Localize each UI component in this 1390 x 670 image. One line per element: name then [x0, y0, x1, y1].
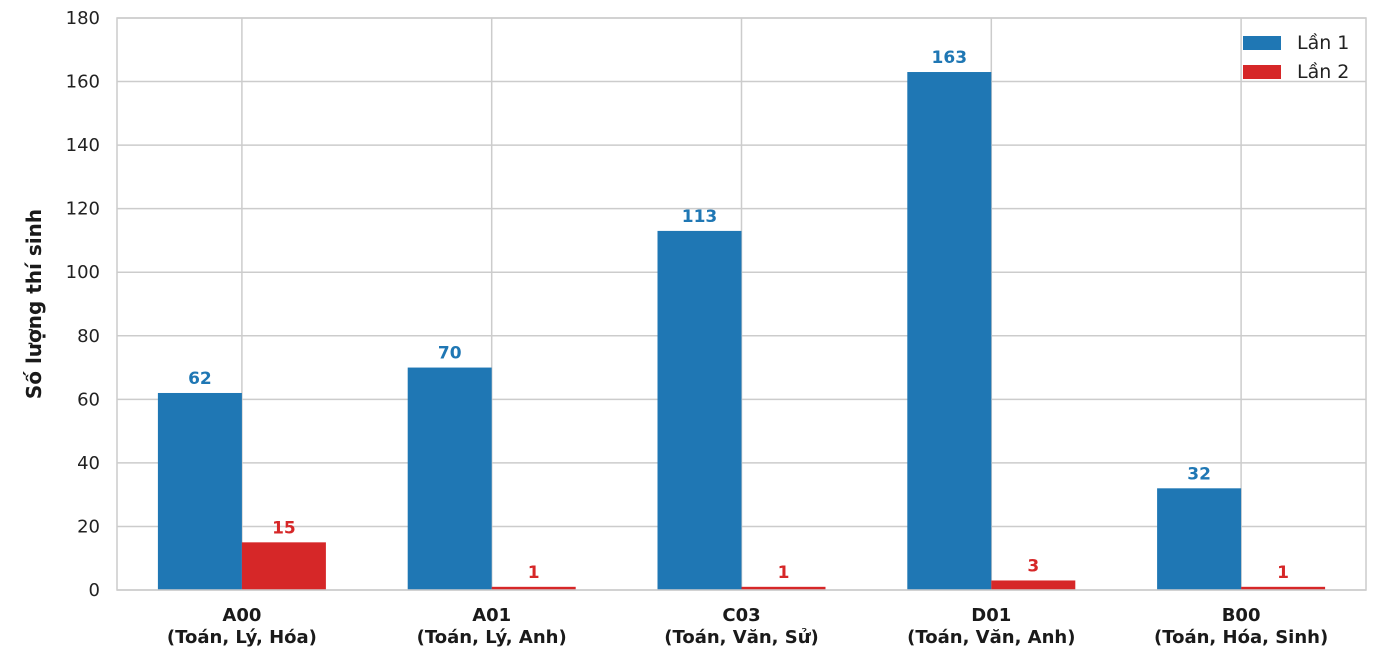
- bar-2-a01: [491, 586, 576, 590]
- data-label: 163: [932, 48, 968, 68]
- y-tick-label: 0: [89, 580, 100, 601]
- y-tick-label: 80: [77, 326, 100, 347]
- legend-label: Lần 2: [1297, 61, 1349, 83]
- x-tick-label-code: C03: [722, 605, 760, 626]
- x-tick-label-code: A00: [222, 605, 261, 626]
- data-label: 113: [682, 207, 718, 227]
- legend-swatch: [1243, 36, 1281, 50]
- x-tick-label-code: B00: [1222, 605, 1261, 626]
- legend-swatch: [1243, 65, 1281, 79]
- bar-1-a00: [157, 392, 242, 590]
- data-label: 1: [528, 563, 540, 583]
- y-tick-label: 40: [77, 453, 100, 474]
- y-tick-label: 100: [66, 262, 100, 283]
- legend-label: Lần 1: [1297, 32, 1349, 54]
- x-tick-label-subjects: (Toán, Hóa, Sinh): [1154, 627, 1328, 648]
- bar-1-d01: [907, 72, 992, 591]
- x-tick-label-subjects: (Toán, Lý, Hóa): [167, 627, 317, 648]
- data-label: 15: [272, 518, 296, 538]
- bar-2-d01: [991, 580, 1076, 590]
- legend: Lần 1 Lần 2: [1243, 32, 1349, 83]
- data-label: 1: [778, 563, 790, 583]
- x-tick-label-code: A01: [472, 605, 511, 626]
- bar-1-a01: [407, 367, 492, 590]
- x-tick-label-subjects: (Toán, Văn, Anh): [907, 627, 1075, 648]
- y-tick-label: 120: [66, 199, 100, 220]
- data-label: 3: [1027, 556, 1039, 576]
- y-tick-label: 140: [66, 135, 100, 156]
- x-tick-label-code: D01: [971, 605, 1011, 626]
- bar-2-b00: [1241, 586, 1326, 590]
- axes: 0 20 40 60 80 100 120 140 160 180 A00(Toán, Lý, Hó…: [22, 8, 1367, 648]
- y-tick-label: 160: [66, 72, 100, 93]
- data-label: 32: [1187, 464, 1211, 484]
- x-tick-label-subjects: (Toán, Văn, Sử): [664, 627, 819, 648]
- bars: [157, 72, 1326, 591]
- y-tick-label: 180: [66, 8, 100, 29]
- plot-frame: [116, 17, 1367, 591]
- y-tick-label: 20: [77, 516, 100, 537]
- bar-2-c03: [741, 586, 826, 590]
- y-tick-label: 60: [77, 389, 100, 410]
- x-tick-label-subjects: (Toán, Lý, Anh): [417, 627, 567, 648]
- y-axis-label: Số lượng thí sinh: [22, 209, 46, 399]
- bar-1-c03: [657, 230, 742, 590]
- bar-2-a00: [241, 542, 326, 590]
- bar-1-b00: [1157, 488, 1242, 590]
- data-label: 1: [1277, 563, 1289, 583]
- data-label: 62: [188, 369, 212, 389]
- data-label: 70: [438, 344, 462, 364]
